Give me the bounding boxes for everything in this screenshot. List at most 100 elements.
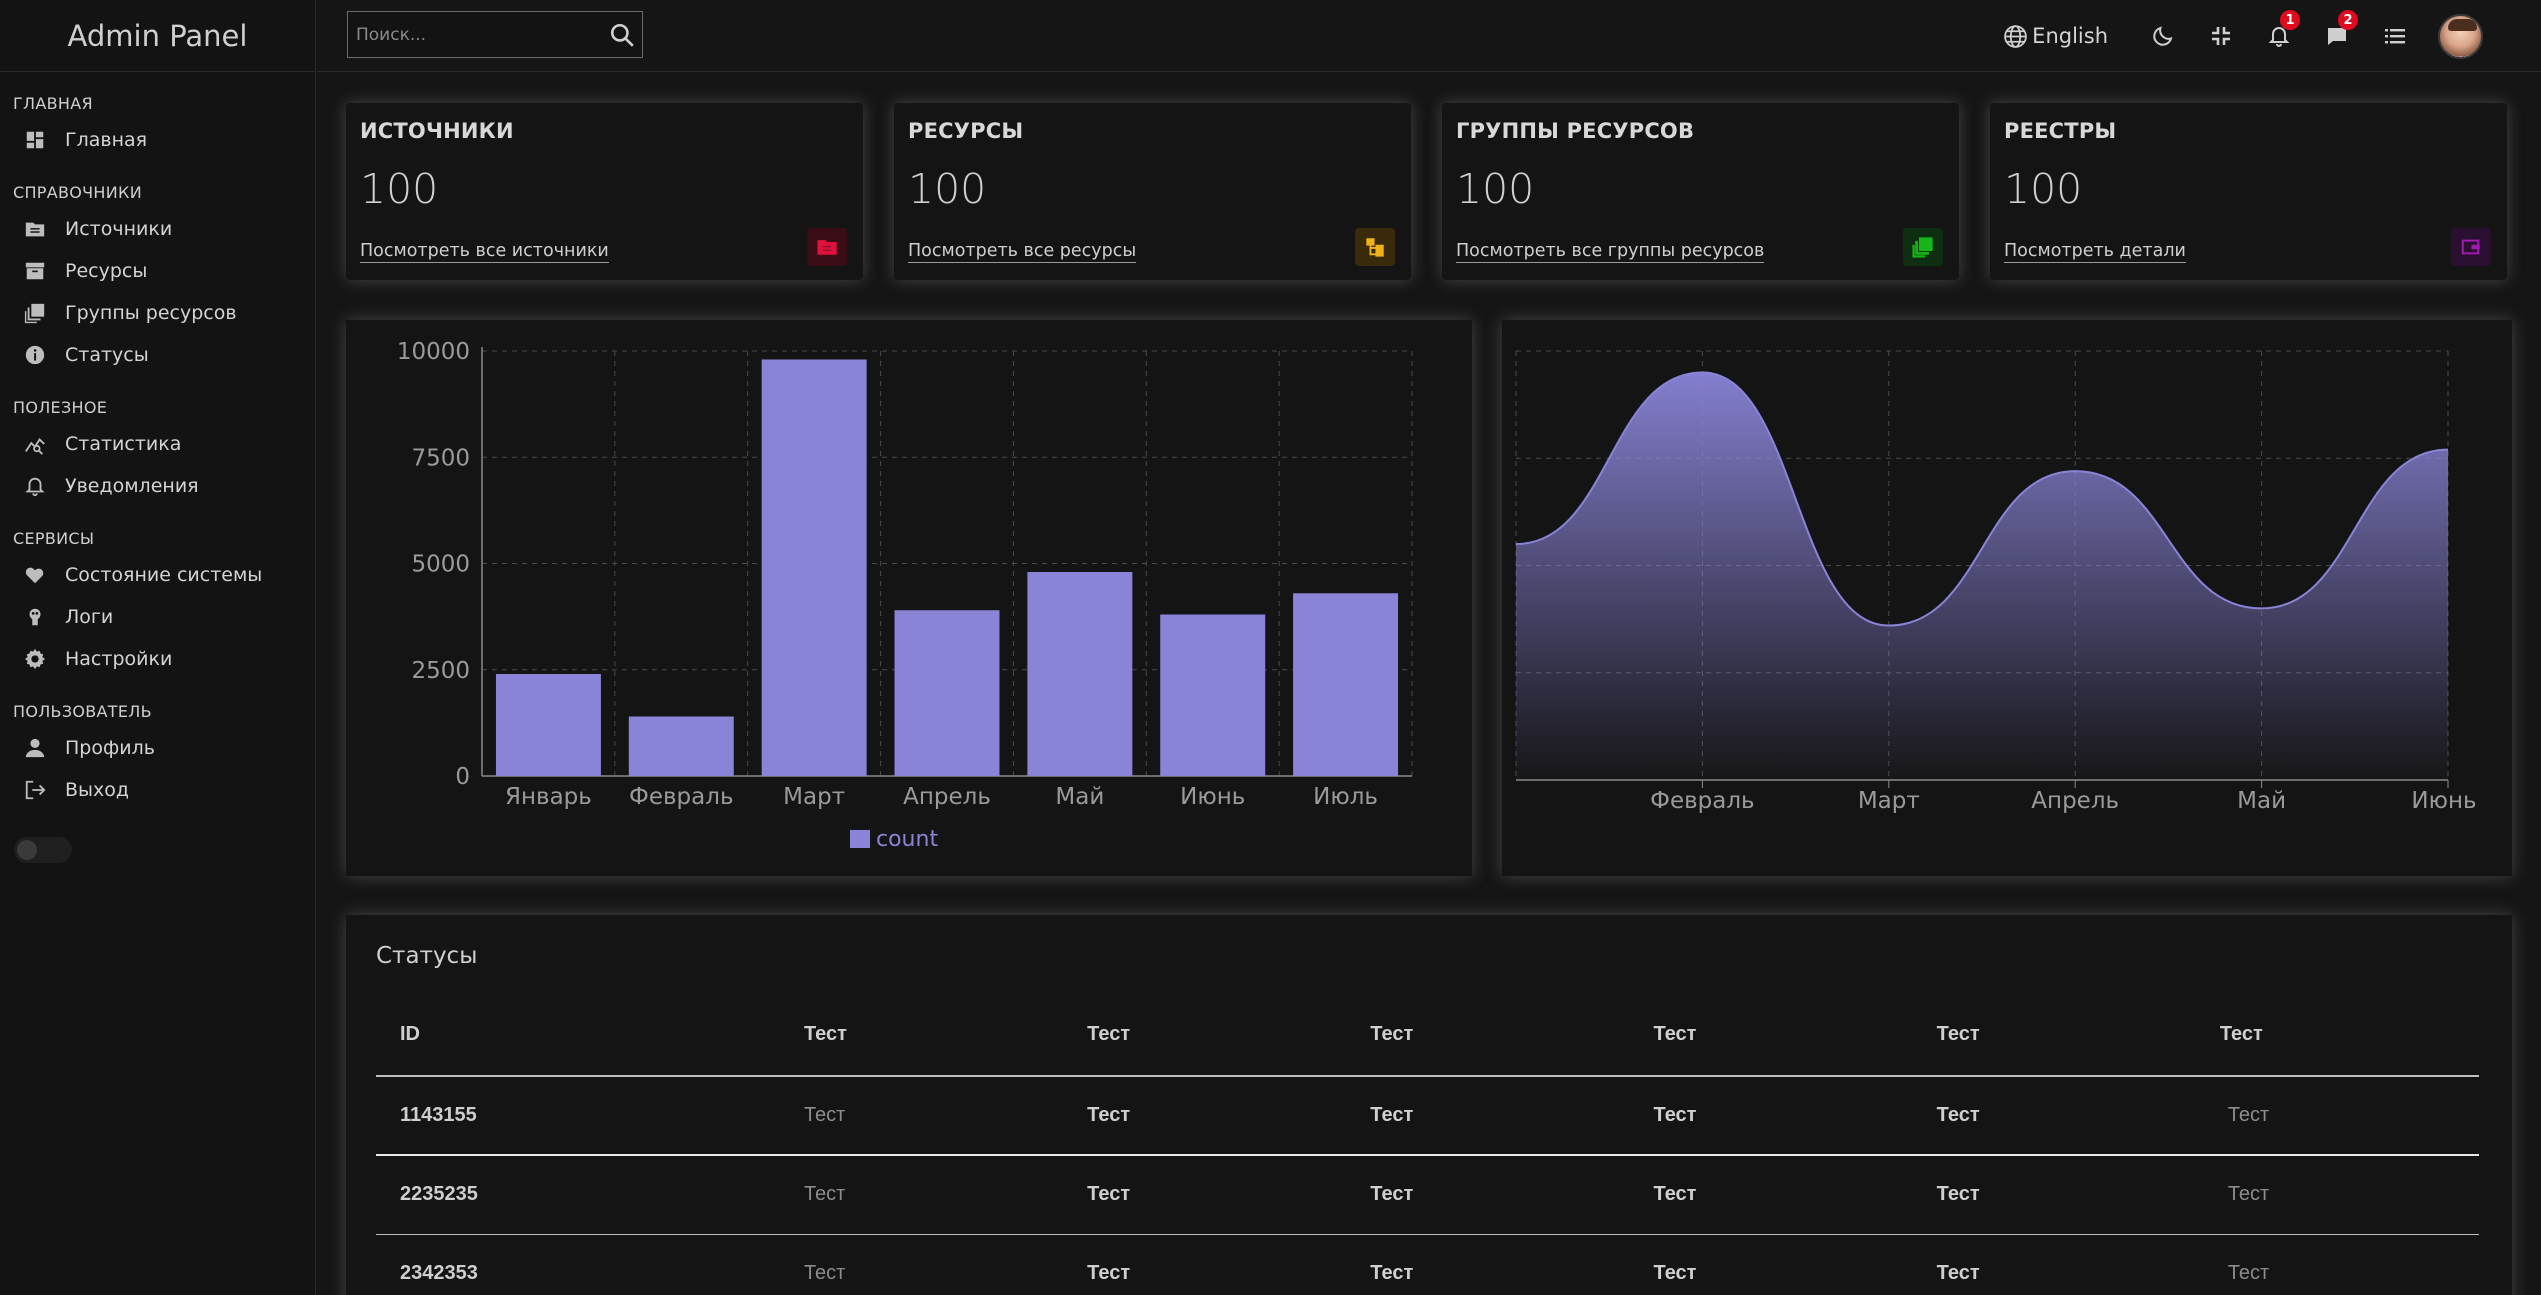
- list-icon: [2385, 29, 2405, 44]
- bar[interactable]: [1160, 614, 1266, 777]
- avatar[interactable]: [2438, 13, 2483, 59]
- compress-icon: [2212, 27, 2230, 45]
- sidebar-item-archive[interactable]: Ресурсы: [13, 250, 302, 292]
- chart-line-icon: [23, 432, 47, 456]
- y-tick-label: 5000: [411, 552, 470, 578]
- x-tick-label: Февраль: [1650, 788, 1754, 814]
- legend-label[interactable]: count: [876, 827, 938, 852]
- sitemap-icon: [1355, 228, 1395, 266]
- folder-icon: [807, 228, 847, 266]
- table-cell: Тест: [1063, 1155, 1347, 1235]
- sidebar-item-bug[interactable]: Логи: [13, 596, 302, 638]
- list-button[interactable]: [2366, 7, 2424, 65]
- theme-toggle[interactable]: [14, 837, 72, 863]
- sidebar-item-heart-broken[interactable]: Состояние системы: [13, 554, 302, 596]
- sidebar-item-gear[interactable]: Настройки: [13, 638, 302, 680]
- bar[interactable]: [1293, 593, 1399, 776]
- registries-card: РЕЕСТРЫ 100 Посмотреть детали: [1990, 103, 2507, 280]
- table-cell: Тест: [1912, 1234, 2196, 1295]
- table-row[interactable]: 1143155 Тест Тест Тест Тест Тест Тест: [376, 1076, 2479, 1156]
- sidebar-item-label: Ресурсы: [65, 260, 148, 282]
- column-header[interactable]: Тест: [1629, 993, 1913, 1077]
- table-title: Статусы: [376, 943, 478, 969]
- card-title: РЕСУРСЫ: [908, 119, 1024, 143]
- nav-section-heading: ПОЛЬЗОВАТЕЛЬ: [13, 702, 152, 721]
- sidebar: Admin Panel ГЛАВНАЯ Главная СПРАВОЧНИКИ Ист…: [0, 0, 316, 1295]
- nav-section-heading: СЕРВИСЫ: [13, 529, 95, 548]
- wallet-icon: [2451, 228, 2491, 266]
- column-header[interactable]: Тест: [779, 993, 1064, 1077]
- x-tick-label: Январь: [505, 784, 592, 810]
- archive-icon: [23, 259, 47, 283]
- card-value: 100: [1456, 165, 1535, 213]
- messages-badge: 2: [2338, 10, 2358, 30]
- table-cell: Тест: [1629, 1234, 1913, 1295]
- x-tick-label: Апрель: [2031, 788, 2119, 814]
- bell-icon: [23, 474, 47, 498]
- bar-chart-panel: 0 2500 5000 7500 10000 Январь Февраль Март Апрел…: [346, 320, 1472, 876]
- card-link[interactable]: Посмотреть детали: [2004, 241, 2186, 263]
- card-title: ИСТОЧНИКИ: [360, 119, 514, 143]
- topbar-actions: English 1 2: [2003, 0, 2483, 72]
- sidebar-item-bell[interactable]: Уведомления: [13, 465, 302, 507]
- nav-section-heading: ПОЛЕЗНОЕ: [13, 398, 108, 417]
- table-cell: Тест: [1346, 1155, 1630, 1235]
- sidebar-item-folder[interactable]: Источники: [13, 208, 302, 250]
- notifications-button[interactable]: 1: [2250, 7, 2308, 65]
- resource-groups-card: ГРУППЫ РЕСУРСОВ 100 Посмотреть все групп…: [1442, 103, 1959, 280]
- legend-swatch: [850, 830, 870, 848]
- sidebar-item-logout[interactable]: Выход: [13, 769, 302, 811]
- search-input[interactable]: [348, 12, 602, 57]
- statuses-table: ID Тест Тест Тест Тест Тест Тест 1143155 Тест Те…: [376, 993, 2479, 1295]
- table-cell: Тест: [1912, 1155, 2196, 1235]
- sidebar-item-label: Состояние системы: [65, 564, 263, 586]
- table-cell: Тест: [1346, 1234, 1630, 1295]
- sidebar-item-info[interactable]: Статусы: [13, 334, 302, 376]
- messages-button[interactable]: 2: [2308, 7, 2366, 65]
- sidebar-item-chart-line[interactable]: Статистика: [13, 423, 302, 465]
- card-value: 100: [360, 165, 439, 213]
- bar[interactable]: [761, 359, 867, 777]
- card-link[interactable]: Посмотреть все ресурсы: [908, 241, 1137, 263]
- x-tick-label: Май: [1055, 784, 1104, 810]
- sidebar-item-dashboard[interactable]: Главная: [13, 119, 302, 161]
- language-selector[interactable]: English: [2003, 24, 2108, 49]
- table-cell: Тест: [2195, 1155, 2479, 1235]
- area-line[interactable]: [1515, 371, 2449, 627]
- y-tick-label: 2500: [411, 658, 470, 684]
- table-cell: Тест: [2195, 1234, 2479, 1295]
- bar[interactable]: [1027, 572, 1133, 776]
- y-tick-label: 10000: [397, 339, 470, 365]
- column-header[interactable]: Тест: [1063, 993, 1347, 1077]
- dark-mode-button[interactable]: [2134, 7, 2192, 65]
- sidebar-item-library[interactable]: Группы ресурсов: [13, 292, 302, 334]
- sidebar-item-label: Источники: [65, 218, 173, 240]
- notifications-badge: 1: [2280, 10, 2300, 30]
- resources-card: РЕСУРСЫ 100 Посмотреть все ресурсы: [894, 103, 1411, 280]
- card-link[interactable]: Посмотреть все группы ресурсов: [1456, 241, 1765, 263]
- sources-card: ИСТОЧНИКИ 100 Посмотреть все источники: [346, 103, 863, 280]
- sidebar-item-label: Уведомления: [65, 475, 199, 497]
- bar[interactable]: [495, 674, 601, 776]
- sidebar-item-user[interactable]: Профиль: [13, 727, 302, 769]
- card-link[interactable]: Посмотреть все источники: [360, 241, 609, 263]
- folder-icon: [23, 217, 47, 241]
- fullscreen-exit-button[interactable]: [2192, 7, 2250, 65]
- nav-section-heading: СПРАВОЧНИКИ: [13, 183, 142, 202]
- column-header[interactable]: ID: [376, 993, 780, 1077]
- column-header[interactable]: Тест: [1912, 993, 2196, 1077]
- table-row[interactable]: 2342353 Тест Тест Тест Тест Тест Тест: [376, 1234, 2479, 1295]
- table-body: 1143155 Тест Тест Тест Тест Тест Тест 2235235 Те…: [376, 1076, 2479, 1295]
- bar[interactable]: [894, 610, 1000, 776]
- sidebar-item-label: Статистика: [65, 433, 182, 455]
- sidebar-item-label: Главная: [65, 129, 148, 151]
- sidebar-item-label: Статусы: [65, 344, 149, 366]
- column-header[interactable]: Тест: [1346, 993, 1630, 1077]
- table-row[interactable]: 2235235 Тест Тест Тест Тест Тест Тест: [376, 1155, 2479, 1235]
- bell-icon: [2268, 27, 2290, 47]
- column-header[interactable]: Тест: [2195, 993, 2479, 1077]
- brand-title[interactable]: Admin Panel: [0, 0, 315, 72]
- search-icon[interactable]: [602, 22, 642, 48]
- card-title: РЕЕСТРЫ: [2004, 119, 2117, 143]
- bar[interactable]: [628, 716, 734, 777]
